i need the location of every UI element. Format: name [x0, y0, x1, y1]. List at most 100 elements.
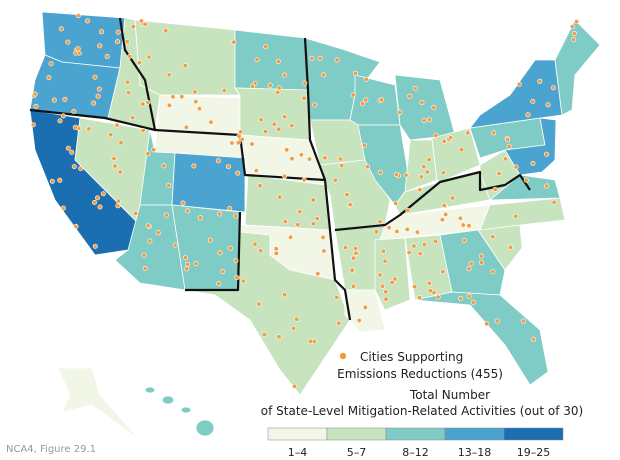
city-dot: [494, 318, 500, 324]
city-dot: [308, 338, 314, 344]
city-dot: [320, 72, 326, 78]
city-dot: [317, 55, 323, 61]
city-dot: [282, 72, 288, 78]
city-dot: [256, 301, 262, 307]
city-dot: [339, 163, 345, 169]
city-dot: [271, 121, 277, 127]
city-dot: [254, 57, 260, 63]
legend-swatch: [267, 427, 328, 441]
city-dot: [235, 140, 241, 146]
state: [234, 29, 309, 91]
city-dot: [60, 205, 66, 211]
city-dot: [404, 226, 410, 232]
city-dot: [71, 109, 77, 115]
city-dot: [523, 177, 529, 183]
city-dot: [146, 54, 152, 60]
city-dot: [92, 243, 98, 249]
city-dot: [349, 267, 355, 273]
city-dot: [185, 208, 191, 214]
city-dot: [215, 158, 221, 164]
city-dot: [320, 234, 326, 240]
city-dot: [490, 234, 496, 240]
city-dot: [76, 50, 82, 56]
state: [344, 289, 386, 333]
city-dot: [108, 132, 114, 138]
city-dot: [69, 149, 75, 155]
region-border: [29, 17, 157, 132]
city-dot: [273, 246, 279, 252]
city-dot: [426, 117, 432, 123]
city-dot: [192, 89, 198, 95]
city-dot: [465, 130, 471, 136]
city-dot: [166, 102, 172, 108]
city-dot: [182, 63, 188, 69]
city-dot: [383, 289, 389, 295]
city-dot: [419, 100, 425, 106]
city-dot: [414, 229, 420, 235]
city-dot: [161, 163, 167, 169]
city-dot: [294, 316, 300, 322]
city-dot: [377, 170, 383, 176]
city-dot: [233, 213, 239, 219]
city-dot: [441, 138, 447, 144]
city-dot: [363, 76, 369, 82]
cities-legend-label: Emissions Reductions (455): [337, 367, 503, 381]
city-dot: [513, 213, 519, 219]
city-dot: [221, 87, 227, 93]
city-dot: [51, 97, 57, 103]
city-dot: [379, 97, 385, 103]
city-dot: [276, 85, 282, 91]
city-dot: [65, 39, 71, 45]
city-dot: [217, 211, 223, 217]
city-dot: [193, 260, 199, 266]
city-dot: [460, 222, 466, 228]
city-dot: [301, 95, 307, 101]
city-dot: [124, 39, 130, 45]
city-dot: [352, 246, 358, 252]
city-dot: [347, 202, 353, 208]
city-dot: [92, 200, 98, 206]
city-dot: [433, 132, 439, 138]
city-dot: [525, 112, 531, 118]
city-dot: [249, 141, 255, 147]
city-dot: [197, 215, 203, 221]
state: [234, 87, 311, 141]
city-dot: [184, 266, 190, 272]
city-dot: [377, 219, 383, 225]
state: [309, 119, 366, 166]
city-dot: [291, 325, 297, 331]
city-dot: [289, 123, 295, 129]
city-dot: [99, 29, 105, 35]
legend-label: 13–18: [458, 446, 492, 459]
city-dot: [421, 164, 427, 170]
city-dot: [92, 74, 98, 80]
city-dot: [231, 39, 237, 45]
state: [180, 406, 192, 414]
city-dot: [397, 109, 403, 115]
legend-dot: [339, 352, 347, 360]
city-dot: [461, 237, 467, 243]
city-dot: [207, 237, 213, 243]
city-dot: [130, 24, 136, 30]
state: [414, 291, 549, 386]
cities-legend-label: Cities Supporting: [360, 350, 463, 364]
city-dot: [263, 44, 269, 50]
city-dot: [295, 222, 301, 228]
city-dot: [117, 169, 123, 175]
city-dot: [115, 39, 121, 45]
city-dot: [569, 24, 575, 30]
city-dot: [389, 279, 395, 285]
city-dot: [233, 258, 239, 264]
city-dot: [197, 106, 203, 112]
city-dot: [478, 253, 484, 259]
city-dot: [427, 288, 433, 294]
city-dot: [75, 46, 81, 52]
city-dot: [392, 276, 398, 282]
city-dot: [359, 101, 365, 107]
city-dot: [356, 317, 362, 323]
city-dot: [145, 100, 151, 106]
city-dot: [220, 268, 226, 274]
city-dot: [496, 171, 502, 177]
